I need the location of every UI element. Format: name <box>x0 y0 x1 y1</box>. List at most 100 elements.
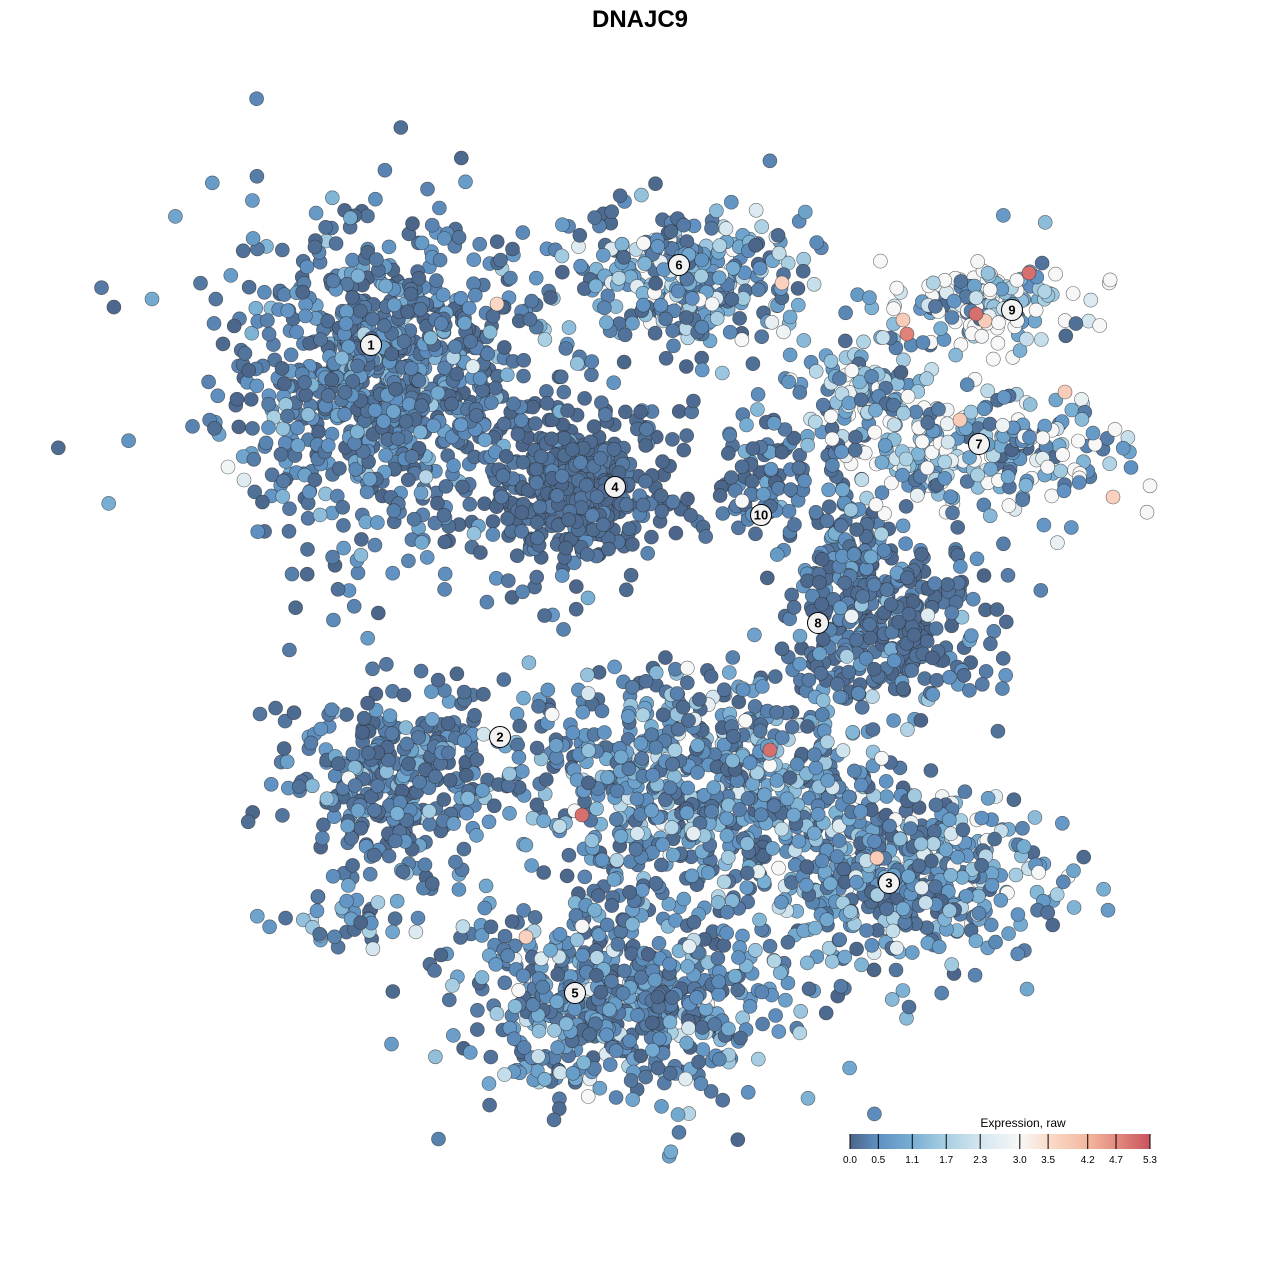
cell-point <box>908 404 924 420</box>
cell-point <box>762 938 778 954</box>
cell-point <box>933 321 949 336</box>
cell-point <box>569 356 585 371</box>
cell-point <box>435 287 451 303</box>
cell-point <box>223 268 239 283</box>
cell-point <box>1053 463 1068 479</box>
cell-point <box>467 707 482 723</box>
cell-point <box>693 268 709 284</box>
cell-point <box>809 235 825 250</box>
cell-point <box>863 630 878 646</box>
cell-point <box>619 497 634 513</box>
cell-point <box>531 1023 547 1039</box>
cell-point <box>730 1132 746 1147</box>
cell-point <box>835 482 850 498</box>
cell-point <box>668 525 684 541</box>
cell-point <box>273 446 289 462</box>
cell-point <box>530 530 545 546</box>
cell-point <box>815 397 831 413</box>
cell-point <box>787 517 802 532</box>
cell-point <box>608 1090 624 1105</box>
cell-point <box>457 315 472 331</box>
cell-point <box>679 234 695 249</box>
cell-point <box>896 352 911 368</box>
cell-point <box>790 281 806 296</box>
cell-point <box>968 290 984 306</box>
cell-point <box>324 702 339 718</box>
cell-point <box>94 280 109 296</box>
cell-point <box>868 402 883 418</box>
cell-point <box>662 1066 678 1081</box>
cell-point <box>711 270 727 286</box>
cell-point <box>751 282 766 298</box>
cell-point <box>324 372 340 388</box>
cell-point <box>449 366 465 382</box>
cell-point <box>462 1045 478 1060</box>
cell-point <box>636 235 651 251</box>
cell-point <box>625 315 640 331</box>
cell-point <box>692 692 707 707</box>
cell-point <box>730 982 746 998</box>
cell-point <box>622 884 638 900</box>
cell-point <box>919 634 935 649</box>
cell-point <box>849 874 864 890</box>
cell-point <box>469 408 484 423</box>
cell-point <box>841 395 857 411</box>
legend-tick-label: 4.7 <box>1109 1155 1123 1166</box>
cell-point <box>496 672 512 687</box>
cell-point <box>456 841 472 857</box>
cell-point <box>625 537 640 552</box>
cell-point <box>638 673 654 689</box>
cell-point <box>596 300 612 316</box>
cell-point <box>853 804 869 819</box>
cell-point <box>820 773 836 788</box>
cell-point <box>386 297 402 313</box>
cell-point <box>988 934 1003 950</box>
cell-point <box>466 526 482 541</box>
cell-point <box>589 489 605 505</box>
cell-point <box>366 847 382 863</box>
cell-point <box>634 751 650 766</box>
cell-point <box>572 228 588 243</box>
cell-point <box>638 474 653 489</box>
cell-point <box>927 576 943 591</box>
cell-point <box>599 1027 615 1043</box>
cell-point <box>791 833 807 849</box>
cell-point <box>655 707 671 723</box>
cell-point <box>766 415 782 431</box>
cell-point <box>925 275 941 291</box>
cell-point <box>350 803 366 818</box>
cell-point <box>792 628 808 644</box>
cell-point <box>886 417 902 433</box>
cell-point <box>818 1005 834 1021</box>
cell-point <box>1010 946 1026 962</box>
cell-point <box>185 419 200 434</box>
cell-point <box>229 391 245 407</box>
cell-point <box>833 518 849 533</box>
cluster-label-text: 2 <box>496 730 503 745</box>
cell-point <box>353 915 369 930</box>
cell-point <box>588 278 604 294</box>
cell-point <box>463 334 478 349</box>
cell-point <box>985 351 1001 367</box>
cell-point <box>739 417 754 433</box>
cell-point <box>527 416 543 431</box>
cell-point <box>628 841 644 857</box>
cell-point <box>579 547 595 562</box>
cell-point <box>602 1057 618 1072</box>
cell-point <box>715 506 731 521</box>
cell-point <box>703 669 719 684</box>
cell-point <box>459 805 475 821</box>
cell-point <box>553 369 569 385</box>
cell-point <box>797 204 813 220</box>
cell-point <box>313 332 328 347</box>
cell-point <box>460 790 476 806</box>
cell-point <box>1021 265 1037 281</box>
cell-point <box>786 599 802 615</box>
cluster-label-7: 7 <box>968 433 990 455</box>
cell-point <box>550 967 566 982</box>
cell-point <box>684 868 700 884</box>
cell-point <box>616 354 632 370</box>
cell-point <box>248 300 264 316</box>
cell-point <box>579 477 594 493</box>
legend-tick-label: 3.0 <box>1013 1155 1027 1166</box>
